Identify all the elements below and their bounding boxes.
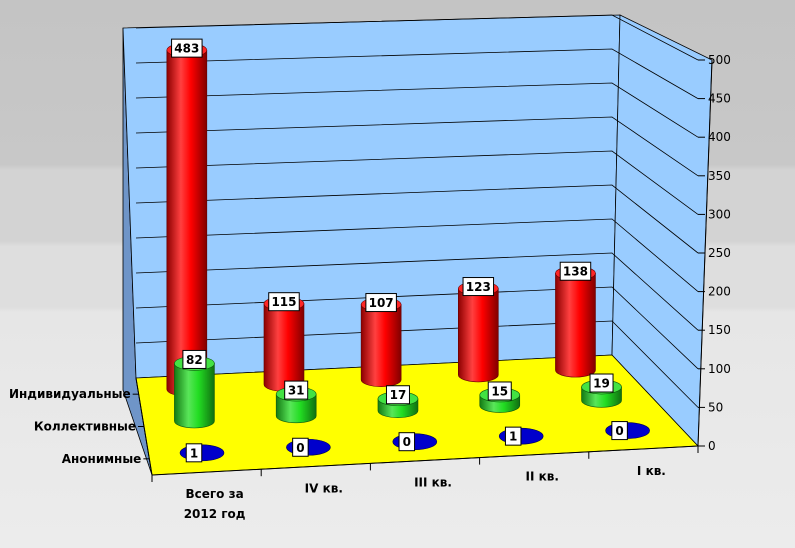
y-tick-label: 250 — [708, 246, 731, 260]
data-label-box — [504, 426, 522, 446]
y-tick-label: 450 — [708, 92, 731, 106]
cylinder-body — [458, 288, 499, 383]
y-tick-label: 0 — [708, 439, 716, 453]
y-tick-label: 200 — [708, 285, 731, 299]
data-label: 123 — [466, 280, 491, 294]
gridline — [135, 218, 699, 292]
x-tick-label: IV кв. — [305, 481, 343, 495]
x-tick-label: III кв. — [414, 476, 452, 490]
data-label-box — [182, 349, 207, 369]
gridline — [135, 116, 699, 177]
y-tick-label: 500 — [708, 53, 731, 67]
gridline — [135, 48, 699, 99]
data-label-box — [398, 432, 416, 452]
data-label-box — [589, 373, 614, 393]
y-tick-label: 300 — [708, 207, 731, 221]
gridline — [135, 82, 699, 138]
cylinder-body — [360, 304, 402, 387]
gridline — [135, 252, 699, 331]
data-label-box — [611, 421, 628, 441]
cylinder-body — [166, 49, 208, 397]
data-label: 107 — [369, 296, 394, 310]
y-tick-label: 150 — [708, 323, 731, 337]
data-label: 138 — [563, 265, 588, 279]
data-label: 15 — [491, 384, 508, 398]
x-tick-label: II кв. — [525, 470, 558, 484]
cylinder-body — [174, 363, 215, 429]
gridline — [135, 150, 699, 215]
y-tick-label: 350 — [708, 169, 731, 183]
y-tick-label: 50 — [708, 400, 723, 414]
y-tick-label: 100 — [708, 362, 731, 376]
data-label: 17 — [390, 388, 407, 402]
x-tick-label: 2012 год — [184, 507, 246, 521]
data-label-box — [185, 443, 203, 463]
gridline — [135, 14, 699, 61]
data-label-box — [462, 277, 495, 297]
series-label: Индивидуальные — [9, 387, 131, 401]
cylinder-body — [555, 272, 596, 378]
data-label: 1 — [190, 446, 198, 460]
labels: 483 115 107 123 138 82 31 17 15 19 1 0 0 1 0 — [171, 38, 628, 463]
data-label-box — [292, 437, 309, 457]
series-label: Анонимные — [62, 452, 142, 466]
data-label: 82 — [186, 353, 203, 367]
x-tick-label: Всего за — [186, 487, 244, 501]
data-label-box — [385, 385, 410, 405]
cylinder-body — [275, 393, 317, 424]
y-axis — [697, 59, 713, 447]
data-label: 0 — [403, 435, 411, 449]
data-label: 0 — [296, 441, 304, 455]
data-label-box — [284, 380, 309, 400]
data-label: 483 — [174, 42, 199, 56]
data-label-box — [171, 38, 203, 58]
gridline — [135, 184, 699, 254]
data-label: 1 — [509, 430, 517, 444]
series-label: Коллективные — [34, 420, 136, 434]
data-label-box — [559, 261, 592, 281]
x-axis — [151, 445, 699, 476]
data-label-box — [365, 293, 397, 313]
data-label: 31 — [288, 384, 305, 398]
data-label: 115 — [271, 295, 296, 309]
data-label: 0 — [615, 424, 623, 438]
data-label-box — [268, 292, 300, 312]
data-label-box — [487, 381, 512, 401]
x-tick-label: I кв. — [637, 464, 666, 478]
cylinder-body — [263, 303, 305, 392]
data-label: 19 — [593, 377, 610, 391]
y-tick-label: 400 — [708, 130, 731, 144]
